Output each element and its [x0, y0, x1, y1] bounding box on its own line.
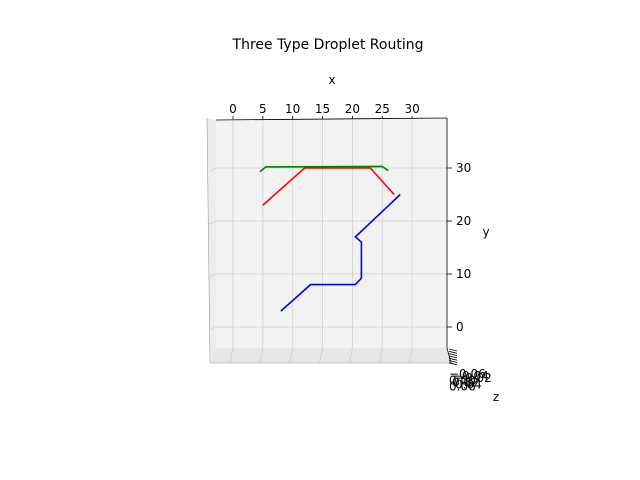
z-tick-label: 0.00 — [449, 373, 476, 387]
z-tick-label: −0.04 — [452, 369, 489, 383]
grid — [209, 120, 447, 364]
x-axis-line — [215, 117, 448, 121]
x-axis-label: x — [328, 73, 335, 87]
chart-title: Three Type Droplet Routing — [232, 37, 424, 53]
y-grid-side-line — [209, 273, 217, 278]
x-tick-label: 30 — [404, 102, 419, 116]
z-ticks: −0.06−0.04−0.020.000.020.040.06 — [449, 367, 492, 394]
left-edge-line — [206, 117, 211, 364]
x-grid-floor-line — [349, 347, 353, 364]
z-tick-mark — [448, 348, 458, 352]
y-grid-side-line — [209, 220, 217, 225]
y-grid-side-line — [209, 167, 217, 172]
x-tick-label: 25 — [375, 102, 390, 116]
series-group — [259, 165, 401, 312]
z-tick-mark — [448, 355, 458, 359]
y-tick-label: 10 — [456, 267, 471, 281]
z-tick-label: −0.06 — [449, 367, 486, 381]
x-grid-floor-line — [319, 347, 323, 364]
y-axis-label: y — [482, 225, 489, 239]
z-tick-label: 0.02 — [452, 375, 479, 389]
z-tick-mark — [448, 350, 458, 354]
y-grid-side-line — [209, 326, 217, 331]
x-grid-floor-line — [259, 347, 264, 364]
series-line — [262, 167, 395, 206]
z-axis-label: z — [493, 390, 499, 404]
x-grid-floor-line — [229, 347, 234, 364]
bottom-pane — [210, 348, 451, 363]
x-tick-label: 0 — [229, 102, 237, 116]
y-ticks: 0 10 20 30 — [456, 161, 471, 334]
x-grid-floor-line — [289, 347, 294, 364]
y-tick-label: 30 — [456, 161, 471, 175]
z-tick-mark — [448, 357, 458, 361]
series-line — [259, 165, 389, 173]
z-tick-label: 0.06 — [449, 380, 476, 394]
y-tick-label: 20 — [456, 214, 471, 228]
x-grid-floor-line — [408, 347, 413, 364]
z-tick-mark — [448, 360, 458, 363]
x-grid-floor-line — [378, 347, 383, 364]
z-tick-label: 0.04 — [455, 378, 482, 392]
x-tick-label: 10 — [285, 102, 300, 116]
x-tick-label: 15 — [315, 102, 330, 116]
x-tick-label: 20 — [345, 102, 360, 116]
series-line — [280, 193, 401, 312]
x-tick-label: 5 — [259, 102, 267, 116]
axes — [206, 116, 458, 366]
x-ticks: 0 5 10 15 20 25 30 — [229, 102, 420, 116]
y-tick-label: 0 — [456, 320, 464, 334]
z-tick-label: −0.02 — [455, 371, 492, 385]
z-tick-mark — [448, 362, 458, 366]
xy-pane — [216, 118, 447, 348]
z-tick-mark — [448, 353, 458, 356]
